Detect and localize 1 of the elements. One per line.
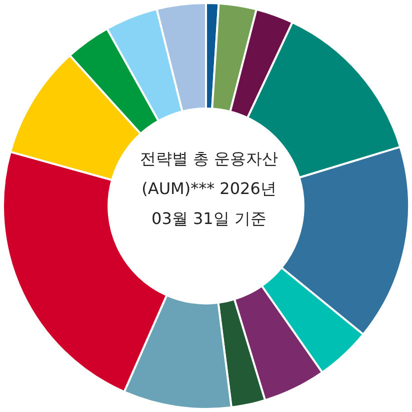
text: 전략별 총 운용자산(AUM)*** 2026년 03월 31일 기준 [138, 148, 280, 230]
